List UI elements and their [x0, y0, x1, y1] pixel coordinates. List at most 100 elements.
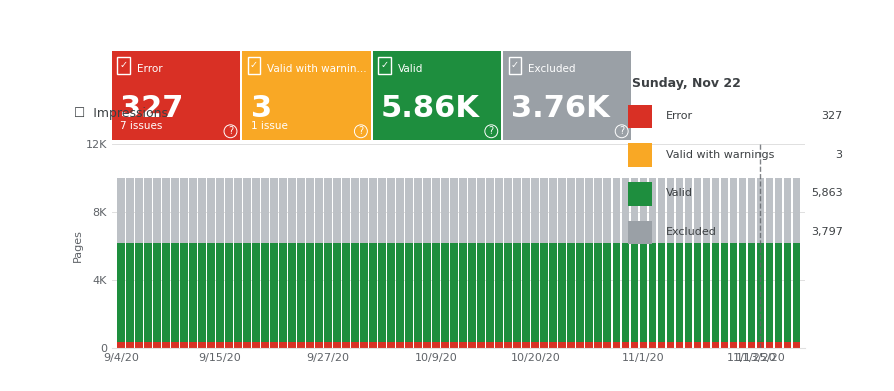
Bar	[153, 343, 161, 348]
Bar	[594, 343, 602, 348]
Bar	[513, 343, 520, 348]
Bar	[423, 243, 431, 343]
Text: 5.86K: 5.86K	[381, 93, 479, 122]
Bar	[477, 178, 485, 243]
Bar	[243, 343, 250, 348]
Bar	[558, 178, 566, 243]
Bar	[162, 178, 170, 243]
Bar	[369, 243, 376, 343]
Bar	[755, 178, 763, 243]
Bar	[234, 343, 241, 348]
Bar	[297, 343, 305, 348]
Bar	[180, 178, 188, 243]
Bar	[549, 243, 556, 343]
Bar	[693, 343, 700, 348]
Bar	[738, 178, 746, 243]
Bar	[162, 243, 170, 343]
Bar	[504, 343, 511, 348]
Bar	[369, 178, 376, 243]
Bar	[342, 243, 350, 343]
Bar	[585, 178, 593, 243]
Bar	[153, 243, 161, 343]
Bar	[261, 178, 268, 243]
FancyBboxPatch shape	[627, 143, 651, 167]
Text: ✓: ✓	[249, 60, 257, 70]
Bar	[324, 178, 332, 243]
Bar	[513, 178, 520, 243]
Text: ☐  Impressions: ☐ Impressions	[73, 107, 167, 120]
Bar	[675, 178, 682, 243]
Bar	[477, 343, 485, 348]
Bar	[135, 178, 142, 243]
Bar	[540, 343, 547, 348]
Bar	[567, 243, 575, 343]
Bar	[216, 343, 224, 348]
Bar	[279, 243, 287, 343]
Bar	[225, 343, 232, 348]
Bar	[198, 178, 206, 243]
Bar	[423, 343, 431, 348]
Text: Excluded: Excluded	[527, 65, 575, 74]
Bar	[216, 243, 224, 343]
Bar	[315, 243, 323, 343]
Bar	[378, 243, 385, 343]
Bar	[441, 343, 449, 348]
Bar	[432, 343, 440, 348]
Bar	[648, 178, 655, 243]
Bar	[405, 343, 412, 348]
Bar	[620, 243, 628, 343]
Bar	[720, 343, 728, 348]
Bar	[432, 178, 440, 243]
Bar	[746, 178, 755, 243]
Text: ✓: ✓	[120, 60, 128, 70]
Bar	[360, 178, 367, 243]
Bar	[594, 178, 602, 243]
Text: 327: 327	[821, 111, 842, 121]
Bar	[711, 243, 719, 343]
Bar	[324, 243, 332, 343]
Bar	[729, 343, 737, 348]
Bar	[522, 243, 529, 343]
Bar	[468, 243, 476, 343]
Bar	[657, 343, 664, 348]
Bar	[225, 178, 232, 243]
Bar	[620, 178, 628, 243]
Bar	[198, 243, 206, 343]
Text: Valid: Valid	[665, 188, 693, 199]
Bar	[585, 243, 593, 343]
Bar	[216, 178, 224, 243]
Bar	[360, 343, 367, 348]
Bar	[755, 343, 763, 348]
Bar	[774, 178, 781, 243]
Bar	[252, 178, 259, 243]
Bar	[288, 343, 296, 348]
Bar	[396, 243, 403, 343]
Bar	[243, 243, 250, 343]
Bar	[774, 243, 781, 343]
Bar	[576, 243, 584, 343]
Bar	[702, 178, 710, 243]
Bar	[485, 178, 493, 243]
Bar	[441, 178, 449, 243]
Bar	[629, 343, 637, 348]
Text: 7 issues: 7 issues	[120, 122, 163, 131]
Bar	[423, 178, 431, 243]
Bar	[117, 178, 124, 243]
Bar	[342, 343, 350, 348]
Bar	[396, 343, 403, 348]
Bar	[450, 243, 458, 343]
Text: Excluded: Excluded	[665, 227, 716, 237]
Bar	[324, 343, 332, 348]
Bar	[396, 178, 403, 243]
Bar	[495, 343, 502, 348]
Bar	[549, 178, 556, 243]
Bar	[684, 178, 691, 243]
Bar	[620, 343, 628, 348]
Text: 1 issue: 1 issue	[250, 122, 287, 131]
Bar	[720, 243, 728, 343]
Bar	[350, 343, 358, 348]
Bar	[783, 343, 790, 348]
Bar	[603, 243, 611, 343]
Bar	[666, 343, 673, 348]
Bar	[567, 178, 575, 243]
